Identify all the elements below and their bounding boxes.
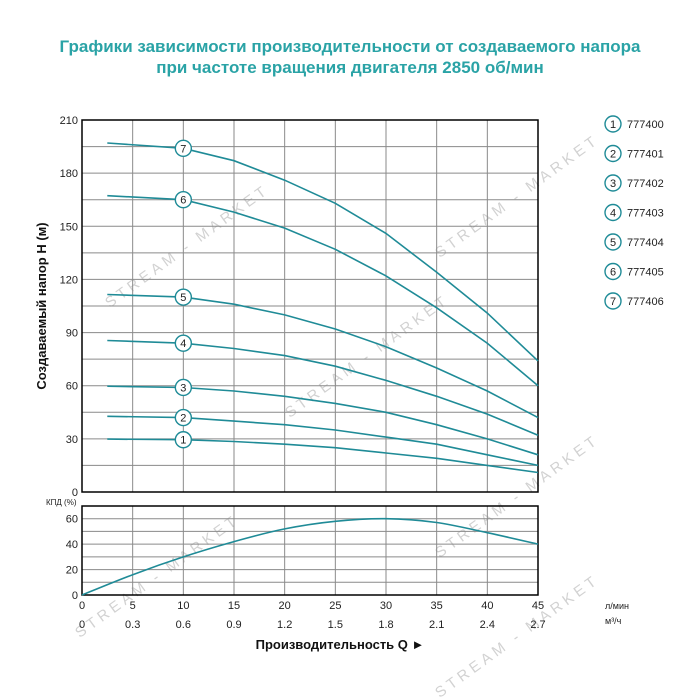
legend-marker-number: 7 — [610, 296, 616, 308]
legend-label: 777404 — [627, 237, 664, 249]
x-unit-m3h: м³/ч — [605, 616, 622, 626]
x-tick-label-lmin: 15 — [228, 600, 240, 612]
x-tick-label-lmin: 25 — [329, 600, 341, 612]
x-tick-label-m3h: 0.9 — [226, 619, 241, 631]
watermark-text: STREAM - MARKET — [282, 291, 452, 421]
curve-marker-number: 7 — [180, 143, 186, 155]
legend-marker-number: 4 — [610, 208, 616, 220]
head-curves: 1 2 3 4 5 6 7 — [107, 139, 539, 474]
curve-marker-number: 4 — [180, 338, 186, 350]
legend-marker-circle — [604, 292, 622, 310]
curve-marker-number: 6 — [180, 195, 186, 207]
curve-marker-circle — [174, 139, 193, 158]
head-chart-frame — [81, 119, 539, 493]
x-tick-label-lmin: 40 — [481, 600, 493, 612]
x-tick-label-m3h: 0.3 — [125, 619, 140, 631]
legend-marker-circle — [604, 203, 622, 222]
head-y-axis-label: Создаваемый напор H (м) — [34, 222, 49, 389]
efficiency-chart-frame — [81, 505, 539, 596]
head-curve-777401 — [107, 415, 539, 467]
head-y-tick-label: 120 — [60, 274, 78, 286]
curve-marker-number: 5 — [180, 292, 186, 304]
head-y-tick-label: 60 — [66, 381, 78, 393]
curve-marker-circle — [174, 378, 193, 397]
legend-marker-number: 1 — [610, 119, 616, 131]
efficiency-y-tick-label: 0 — [72, 590, 78, 602]
x-tick-label-lmin: 45 — [532, 600, 544, 612]
head-curve-777403 — [107, 339, 539, 437]
x-tick-label-lmin: 30 — [380, 600, 392, 612]
legend-marker-circle — [604, 144, 622, 163]
x-tick-label-m3h: 1.2 — [277, 619, 292, 631]
curve-marker-circle — [174, 408, 193, 427]
head-curve-777402 — [107, 385, 539, 456]
efficiency-y-tick-label: 20 — [66, 565, 78, 577]
legend-marker-circle — [604, 115, 622, 133]
head-y-tick-label: 30 — [66, 434, 78, 446]
curve-marker-circle — [174, 334, 193, 352]
curve-marker-circle — [174, 191, 193, 209]
x-tick-label-lmin: 20 — [279, 600, 291, 612]
head-y-tick-label: 150 — [60, 221, 78, 233]
efficiency-curve — [81, 517, 539, 596]
legend-marker-number: 6 — [610, 267, 616, 279]
efficiency-y-tick-label: 60 — [66, 514, 78, 526]
head-y-tick-label: 210 — [60, 115, 78, 127]
x-tick-label-m3h: 1.5 — [328, 619, 343, 631]
x-axis-label: Производительность Q ► — [256, 637, 425, 652]
x-tick-label-m3h: 0 — [79, 619, 85, 631]
curve-marker-number: 2 — [180, 413, 186, 425]
legend-marker-circle — [604, 262, 622, 281]
x-tick-label-m3h: 2.4 — [480, 619, 495, 631]
x-tick-label-m3h: 1.8 — [378, 619, 393, 631]
x-tick-label-lmin: 0 — [79, 600, 85, 612]
legend-label: 777403 — [627, 208, 664, 220]
watermark-text: STREAM - MARKET — [432, 571, 602, 700]
curve-marker-number: 1 — [180, 435, 186, 447]
chart-title-line-1: Графики зависимости производительности о… — [59, 37, 641, 56]
curve-marker-circle — [174, 431, 193, 449]
legend-marker-number: 5 — [610, 237, 616, 249]
chart-title: Графики зависимости производительности о… — [0, 36, 700, 78]
legend-marker-number: 2 — [610, 149, 616, 161]
head-y-tick-label: 90 — [66, 328, 78, 340]
legend-marker-number: 3 — [610, 178, 616, 190]
chart-title-line-2: при частоте вращения двигателя 2850 об/м… — [156, 58, 544, 77]
head-curve-777405 — [107, 194, 539, 387]
x-tick-label-m3h: 0.6 — [176, 619, 191, 631]
watermark-text: STREAM - MARKET — [72, 511, 242, 641]
curve-marker-circle — [174, 288, 193, 306]
legend: 1 777400 2 777401 3 777402 4 777403 5 777404 6 7774… — [604, 115, 664, 310]
legend-label: 777405 — [627, 267, 664, 279]
watermark-text: STREAM - MARKET — [432, 431, 602, 561]
x-tick-label-lmin: 35 — [431, 600, 443, 612]
legend-label: 777401 — [627, 149, 664, 161]
efficiency-y-axis-label: КПД (%) — [46, 498, 77, 507]
head-curve-777400 — [107, 438, 539, 474]
legend-marker-circle — [604, 174, 622, 192]
x-tick-label-lmin: 10 — [177, 600, 189, 612]
watermark-text: STREAM - MARKET — [432, 131, 602, 261]
x-tick-label-m3h: 2.7 — [530, 619, 545, 631]
head-curve-777404 — [107, 293, 539, 419]
legend-label: 777406 — [627, 296, 664, 308]
legend-label: 777400 — [627, 119, 664, 131]
head-y-tick-label: 180 — [60, 168, 78, 180]
head-curve-777406 — [107, 142, 539, 362]
efficiency-y-tick-label: 40 — [66, 539, 78, 551]
x-tick-label-lmin: 5 — [130, 600, 136, 612]
legend-label: 777402 — [627, 178, 664, 190]
curve-marker-number: 3 — [180, 382, 186, 394]
x-unit-lmin: л/мин — [605, 601, 629, 611]
x-tick-label-m3h: 2.1 — [429, 619, 444, 631]
head-y-tick-label: 0 — [72, 487, 78, 499]
legend-marker-circle — [604, 233, 622, 251]
head-chart-grid — [81, 119, 539, 493]
